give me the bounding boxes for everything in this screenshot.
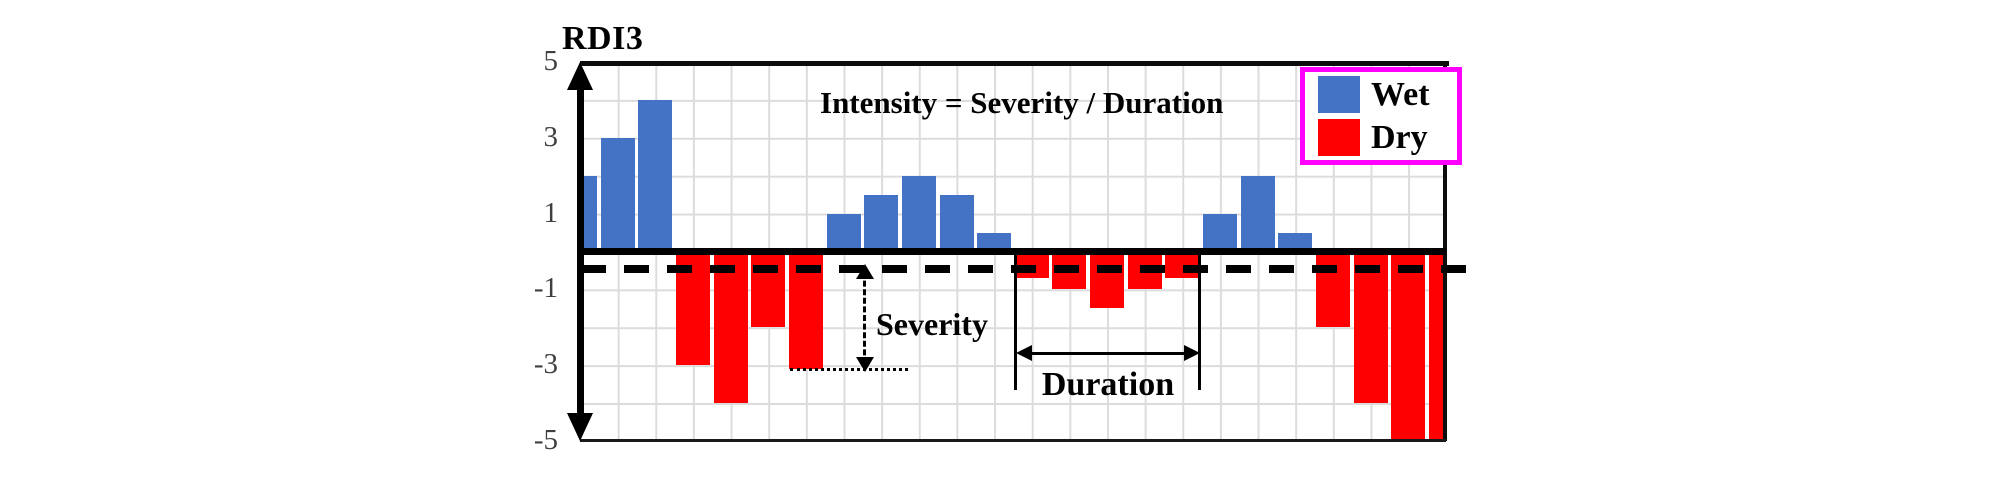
legend-swatch-wet [1318, 76, 1360, 113]
y-tick-label: -5 [533, 424, 558, 456]
bar-wet [600, 137, 635, 252]
bar-wet [977, 232, 1012, 252]
bar-dry [1090, 251, 1125, 309]
y-tick-label: 5 [543, 45, 559, 77]
y-tick-label: 1 [543, 196, 559, 229]
legend-label-dry: Dry [1371, 118, 1428, 156]
bar-wet [1203, 213, 1238, 252]
axis-arrow-up-icon [567, 62, 593, 90]
intensity-formula-label: Intensity = Severity / Duration [820, 85, 1224, 120]
chart-title: RDI3 [562, 20, 644, 57]
legend-item-dry: Dry [1318, 119, 1457, 156]
y-tick-label: -1 [533, 272, 558, 305]
bar-wet [1240, 175, 1275, 252]
bar-wet [939, 194, 974, 252]
severity-arrow-line [863, 272, 866, 364]
duration-bracket-right [1198, 253, 1201, 390]
bar-wet [864, 194, 899, 252]
plot-border-bottom [580, 438, 1446, 442]
legend-swatch-dry [1318, 119, 1360, 156]
bar-wet [1278, 232, 1313, 252]
bar-dry [1316, 251, 1351, 328]
bar-wet [826, 213, 861, 252]
duration-arrow-left-icon [1016, 345, 1032, 361]
threshold-line [581, 264, 1470, 273]
bar-dry [1391, 251, 1426, 441]
bar-wet [901, 175, 936, 252]
legend-item-wet: Wet [1318, 76, 1457, 113]
bar-dry [1429, 251, 1446, 441]
bar-dry [713, 251, 748, 404]
plot-border-top [580, 61, 1449, 66]
severity-label: Severity [876, 306, 988, 342]
zero-baseline [580, 248, 1446, 255]
y-tick-label: 3 [543, 120, 559, 153]
y-tick-label: -3 [533, 348, 558, 381]
duration-bracket-left [1014, 253, 1017, 390]
severity-arrow-up-icon [856, 264, 874, 279]
severity-bottom-dotted-line [790, 368, 908, 371]
bar-wet [638, 99, 673, 252]
y-axis-line [576, 70, 584, 432]
bar-dry [751, 251, 786, 328]
duration-label: Duration [1041, 366, 1175, 403]
duration-arrow-line [1026, 352, 1190, 355]
bar-wet [580, 175, 597, 252]
legend: Wet Dry [1300, 67, 1462, 165]
bar-dry [1353, 251, 1388, 404]
duration-arrow-right-icon [1184, 345, 1200, 361]
axis-arrow-down-icon [567, 413, 593, 441]
legend-label-wet: Wet [1371, 75, 1430, 113]
